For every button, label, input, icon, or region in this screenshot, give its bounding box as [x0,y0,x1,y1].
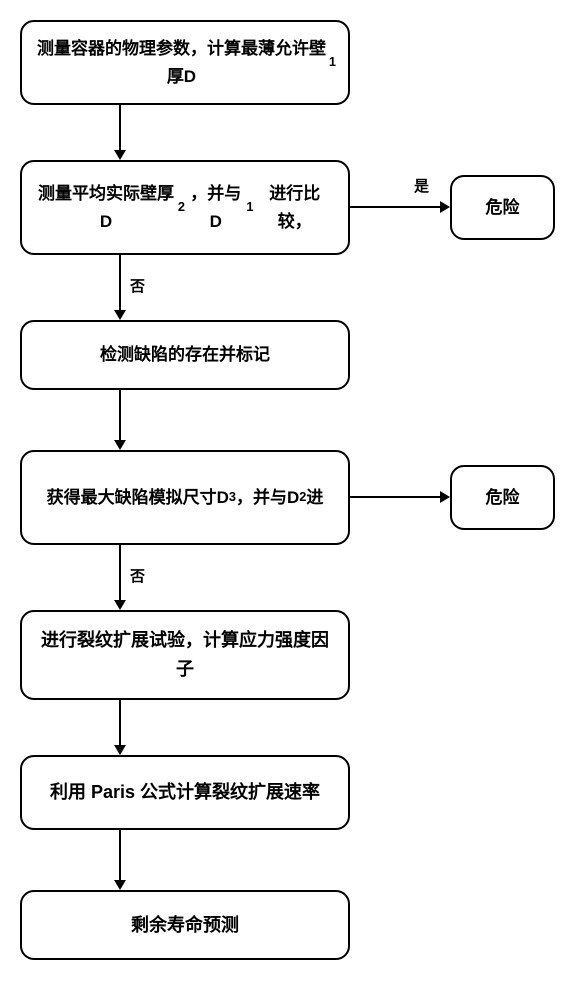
flow-edge-vertical [119,105,121,152]
arrowhead-down-icon [114,150,126,160]
node-danger-1: 危险 [450,175,555,240]
flow-edge-vertical [119,830,121,882]
arrowhead-down-icon [114,880,126,890]
node-measure-avg-thickness: 测量平均实际壁厚D2，并与D1进行比较， [20,160,350,255]
edge-label: 是 [414,175,429,196]
node-crack-test: 进行裂纹扩展试验，计算应力强度因子 [20,610,350,700]
arrowhead-down-icon [114,745,126,755]
node-detect-defects: 检测缺陷的存在并标记 [20,320,350,390]
node-paris-formula: 利用 Paris 公式计算裂纹扩展速率 [20,755,350,830]
node-danger-2: 危险 [450,465,555,530]
arrowhead-down-icon [114,440,126,450]
node-max-defect-size: 获得最大缺陷模拟尺寸D3，并与D2进 [20,450,350,545]
node-measure-params: 测量容器的物理参数，计算最薄允许壁厚D1 [20,20,350,105]
arrowhead-down-icon [114,310,126,320]
edge-label: 否 [130,565,145,586]
flow-edge-vertical [119,255,121,312]
flow-edge-vertical [119,700,121,747]
arrowhead-down-icon [114,600,126,610]
edge-label: 否 [130,275,145,296]
arrowhead-right-icon [440,491,450,503]
flow-edge-vertical [119,545,121,602]
arrowhead-right-icon [440,201,450,213]
node-life-predict: 剩余寿命预测 [20,890,350,960]
flow-edge-horizontal [350,496,442,498]
flow-edge-vertical [119,390,121,442]
flow-edge-horizontal [350,206,442,208]
